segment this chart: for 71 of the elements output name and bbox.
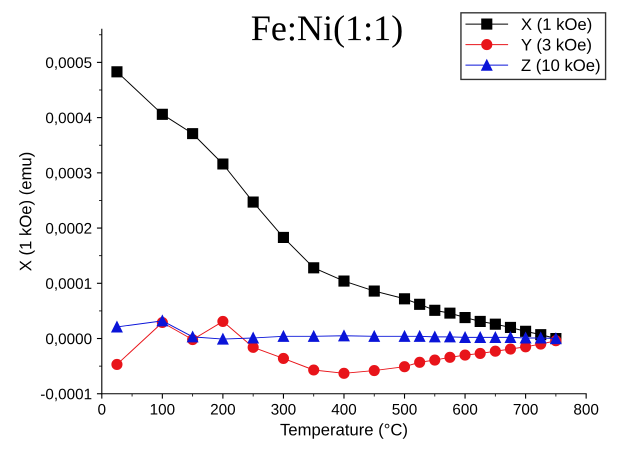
point: [398, 361, 410, 372]
y-tick-label: 0,0000: [46, 333, 92, 346]
point: [187, 331, 198, 342]
point: [444, 352, 456, 363]
point: [111, 358, 122, 370]
point: [217, 316, 228, 327]
point: [414, 356, 426, 368]
point: [490, 332, 501, 343]
point: [278, 330, 289, 342]
x-tick-label: 400: [332, 404, 356, 415]
point: [429, 331, 440, 342]
legend-label: Y (3 kOe): [521, 38, 591, 54]
point: [474, 332, 486, 343]
x-tick-label: 0: [98, 404, 106, 415]
legend-label: Z (10 kOe): [521, 58, 600, 74]
point: [504, 322, 516, 334]
point: [111, 321, 122, 332]
point: [398, 293, 410, 304]
y-tick-label: 0,0003: [46, 168, 92, 180]
point: [338, 276, 350, 287]
point: [520, 332, 532, 344]
point: [187, 128, 198, 140]
y-tick-label: 0,0001: [46, 278, 92, 291]
point: [444, 308, 456, 319]
x-tick-label: 200: [210, 404, 236, 415]
point: [414, 330, 426, 342]
point: [460, 332, 471, 343]
point: [444, 331, 456, 342]
x-tick-label: 500: [392, 404, 417, 415]
y-axis-title: X (1 kOe) (emu): [19, 152, 35, 271]
x-tick-label: 300: [271, 404, 296, 415]
point: [490, 346, 501, 357]
point: [338, 368, 350, 379]
point: [490, 318, 501, 330]
point: [414, 298, 426, 310]
point: [156, 108, 168, 120]
point: [460, 350, 471, 361]
point: [308, 262, 320, 274]
point: [278, 232, 289, 244]
y-tick-label: 0,0002: [46, 222, 92, 236]
point: [217, 334, 228, 345]
point: [278, 352, 289, 364]
point: [429, 304, 440, 316]
point: [308, 364, 320, 376]
chart-title: Fe:Ni(1:1): [252, 15, 402, 48]
point: [474, 316, 486, 327]
point: [217, 158, 228, 170]
point: [248, 332, 259, 344]
point: [368, 330, 380, 342]
point: [308, 330, 320, 342]
point: [248, 196, 259, 208]
point: [460, 312, 471, 324]
point: [368, 285, 380, 297]
point: [504, 343, 516, 355]
x-axis-title: Temperature (°C): [280, 423, 407, 439]
point: [368, 365, 380, 376]
y-tick-label: 0,0004: [46, 112, 92, 126]
point: [474, 348, 486, 359]
point: [504, 332, 516, 343]
x-tick-label: 600: [453, 404, 478, 415]
point: [338, 330, 350, 342]
y-tick-label: -0,0001: [40, 388, 92, 402]
y-tick-label: 0,0005: [46, 57, 92, 70]
legend-label: X (1 kOe): [521, 18, 592, 34]
point: [111, 66, 122, 78]
x-tick-label: 100: [150, 404, 174, 415]
x-tick-label: 700: [514, 404, 538, 415]
point: [535, 332, 546, 344]
x-tick-label: 800: [574, 404, 598, 415]
point: [429, 354, 440, 366]
point: [398, 330, 410, 342]
